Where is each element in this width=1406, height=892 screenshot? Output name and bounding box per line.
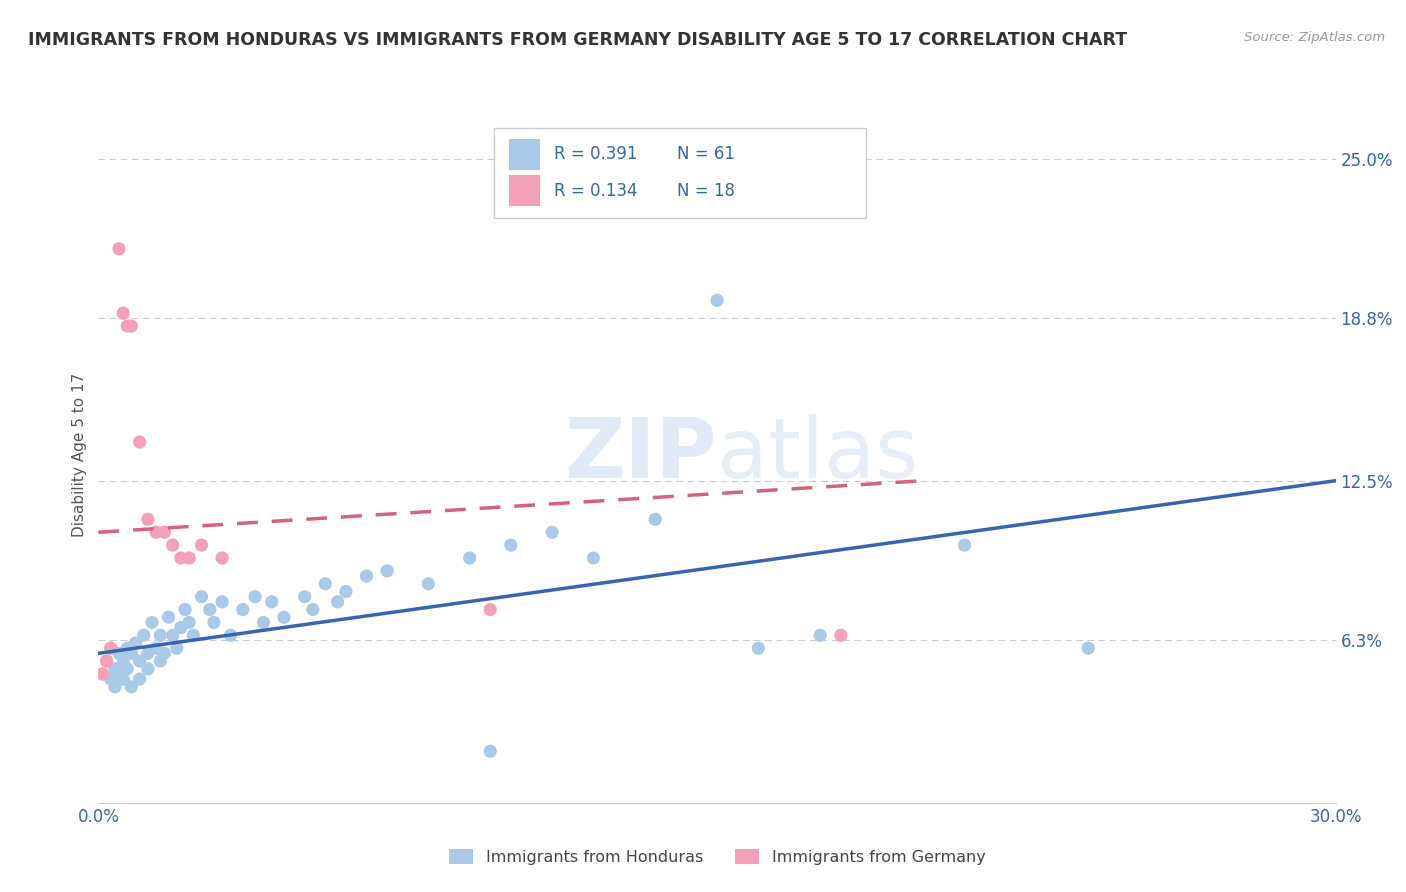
Point — [181, 628, 204, 642]
Legend: Immigrants from Honduras, Immigrants from Germany: Immigrants from Honduras, Immigrants fro… — [443, 843, 991, 871]
Point — [117, 641, 139, 656]
Point — [479, 744, 502, 758]
Point — [149, 628, 172, 642]
Text: IMMIGRANTS FROM HONDURAS VS IMMIGRANTS FROM GERMANY DISABILITY AGE 5 TO 17 CORRE: IMMIGRANTS FROM HONDURAS VS IMMIGRANTS F… — [28, 31, 1128, 49]
Y-axis label: Disability Age 5 to 17: Disability Age 5 to 17 — [72, 373, 87, 537]
Point — [644, 512, 666, 526]
Point — [124, 636, 146, 650]
Point — [153, 525, 176, 540]
Point — [356, 569, 378, 583]
Point — [198, 602, 221, 616]
Point — [953, 538, 976, 552]
Point — [179, 615, 201, 630]
Point — [190, 590, 212, 604]
Point — [112, 654, 135, 668]
Point — [117, 662, 139, 676]
Point — [202, 615, 225, 630]
Point — [252, 615, 274, 630]
Point — [120, 646, 142, 660]
Point — [96, 654, 118, 668]
Point — [179, 551, 201, 566]
Point — [232, 602, 254, 616]
Point — [136, 512, 159, 526]
Text: N = 61: N = 61 — [678, 145, 735, 163]
Point — [153, 646, 176, 660]
Point — [808, 628, 831, 642]
Point — [108, 646, 131, 660]
Point — [157, 610, 180, 624]
Point — [335, 584, 357, 599]
Point — [108, 242, 131, 256]
Point — [273, 610, 295, 624]
Point — [541, 525, 564, 540]
Point — [479, 602, 502, 616]
Point — [117, 319, 139, 334]
Point — [136, 662, 159, 676]
Point — [326, 595, 349, 609]
Point — [294, 590, 316, 604]
Point — [100, 641, 122, 656]
Point — [120, 680, 142, 694]
Point — [100, 672, 122, 686]
Point — [120, 319, 142, 334]
Point — [141, 615, 163, 630]
Point — [128, 435, 150, 450]
FancyBboxPatch shape — [509, 175, 540, 206]
Point — [260, 595, 283, 609]
Point — [128, 672, 150, 686]
Text: R = 0.134: R = 0.134 — [554, 182, 637, 200]
Point — [112, 672, 135, 686]
Text: atlas: atlas — [717, 415, 918, 495]
Point — [582, 551, 605, 566]
Point — [104, 680, 127, 694]
Point — [174, 602, 197, 616]
Point — [136, 646, 159, 660]
Point — [128, 654, 150, 668]
FancyBboxPatch shape — [495, 128, 866, 219]
Text: R = 0.391: R = 0.391 — [554, 145, 637, 163]
Point — [91, 667, 114, 681]
Point — [302, 602, 325, 616]
Point — [211, 595, 233, 609]
Point — [112, 306, 135, 320]
Point — [162, 628, 184, 642]
Point — [211, 551, 233, 566]
Point — [162, 538, 184, 552]
FancyBboxPatch shape — [509, 138, 540, 170]
Point — [91, 667, 114, 681]
Point — [145, 641, 167, 656]
Text: Source: ZipAtlas.com: Source: ZipAtlas.com — [1244, 31, 1385, 45]
Point — [243, 590, 266, 604]
Point — [375, 564, 398, 578]
Text: N = 18: N = 18 — [678, 182, 735, 200]
Point — [96, 654, 118, 668]
Point — [166, 641, 188, 656]
Point — [149, 654, 172, 668]
Point — [190, 538, 212, 552]
Point — [170, 551, 193, 566]
Point — [219, 628, 242, 642]
Point — [706, 293, 728, 308]
Point — [747, 641, 769, 656]
Text: ZIP: ZIP — [565, 415, 717, 495]
Point — [314, 576, 336, 591]
Point — [1077, 641, 1099, 656]
Point — [132, 628, 155, 642]
Point — [145, 525, 167, 540]
Point — [104, 662, 127, 676]
Point — [830, 628, 852, 642]
Point — [418, 576, 440, 591]
Point — [170, 621, 193, 635]
Point — [108, 667, 131, 681]
Point — [100, 641, 122, 656]
Point — [458, 551, 481, 566]
Point — [499, 538, 522, 552]
